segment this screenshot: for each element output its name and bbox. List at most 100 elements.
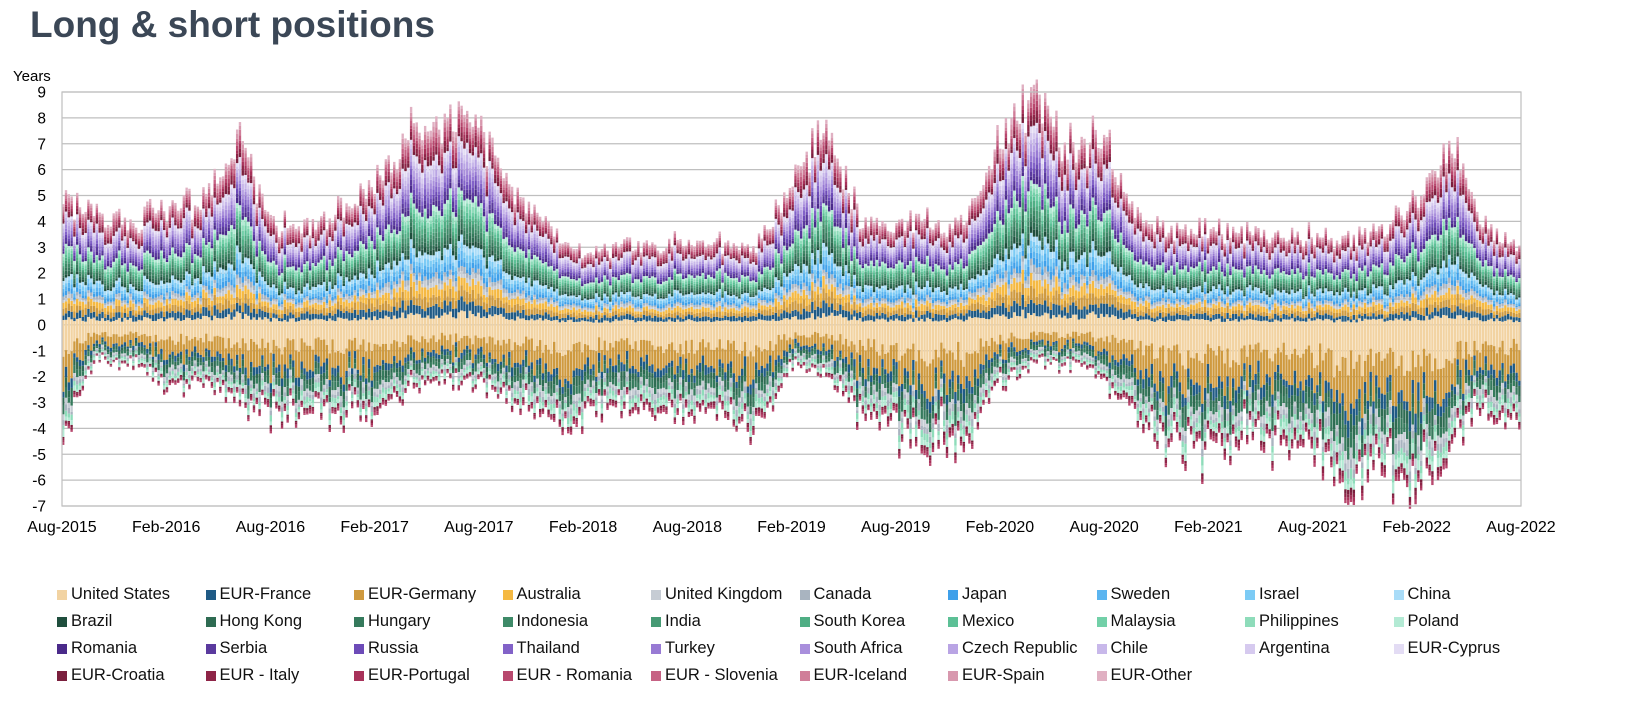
bar-segment <box>261 280 264 285</box>
bar-segment <box>73 264 76 268</box>
bar-segment <box>233 193 236 200</box>
bar-segment <box>317 236 320 238</box>
bar-segment <box>84 221 87 225</box>
bar-segment <box>306 235 309 239</box>
bar-segment <box>171 286 174 292</box>
bar-segment <box>221 304 225 311</box>
bar-segment <box>205 235 208 238</box>
bar-segment <box>320 366 323 375</box>
bar-segment <box>101 300 104 304</box>
bar-segment <box>87 213 90 217</box>
bar-segment <box>289 354 292 359</box>
bar-segment <box>95 283 99 288</box>
bar-segment <box>249 384 253 389</box>
bar-segment <box>179 320 183 325</box>
bar-segment <box>303 284 306 287</box>
bar-segment <box>196 324 200 341</box>
bar-segment <box>325 281 329 284</box>
bar-segment <box>261 298 264 302</box>
bar-segment <box>266 393 270 397</box>
bar-segment <box>238 187 242 191</box>
bar-segment <box>123 324 127 335</box>
bar-segment <box>118 219 121 223</box>
bar-segment <box>62 251 65 254</box>
bar-segment <box>115 245 118 248</box>
bar-segment <box>202 379 205 384</box>
bar-segment <box>308 246 312 249</box>
bar-segment <box>188 281 191 287</box>
bar-segment <box>238 259 242 265</box>
bar-segment <box>216 335 219 352</box>
bar-segment <box>219 278 222 285</box>
bar-segment <box>193 268 197 271</box>
bar-segment <box>95 247 99 252</box>
bar-segment <box>249 244 253 248</box>
bar-segment <box>311 234 315 237</box>
bar-segment <box>280 307 284 311</box>
bar-segment <box>109 288 113 291</box>
bar-segment <box>300 369 303 374</box>
bar-segment <box>219 199 222 203</box>
bar-segment <box>272 282 275 285</box>
bar-segment <box>311 278 315 281</box>
bar-segment <box>322 213 326 217</box>
bar-segment <box>221 237 225 240</box>
bar-segment <box>325 345 329 359</box>
bar-segment <box>78 240 82 243</box>
bar-segment <box>115 277 118 279</box>
bar-segment <box>123 356 127 360</box>
bar-segment <box>207 374 211 377</box>
bar-segment <box>120 290 124 294</box>
bar-segment <box>134 345 138 349</box>
bar-segment <box>87 222 90 225</box>
bar-segment <box>98 239 101 244</box>
bar-segment <box>317 229 320 232</box>
bar-segment <box>224 249 228 252</box>
bar-segment <box>207 376 211 378</box>
bar-segment <box>297 254 301 258</box>
bar-segment <box>163 340 166 361</box>
bar-segment <box>199 276 202 279</box>
bar-segment <box>185 261 188 264</box>
bar-segment <box>188 199 191 203</box>
bar-segment <box>258 207 261 210</box>
bar-segment <box>118 317 121 325</box>
bar-segment <box>207 230 211 235</box>
bar-segment <box>191 377 194 380</box>
bar-segment <box>154 359 157 363</box>
bar-segment <box>235 342 239 355</box>
bar-segment <box>148 236 152 239</box>
bar-segment <box>87 278 90 284</box>
bar-segment <box>140 266 143 270</box>
bar-segment <box>70 271 73 275</box>
bar-segment <box>109 226 113 229</box>
bar-segment <box>283 273 287 276</box>
bar-segment <box>101 258 104 261</box>
bar-segment <box>272 390 275 393</box>
bar-segment <box>160 264 163 268</box>
bar-segment <box>216 263 219 267</box>
bar-segment <box>87 203 90 206</box>
bar-segment <box>224 230 228 236</box>
bar-segment <box>294 302 298 305</box>
bar-segment <box>129 268 132 271</box>
bar-segment <box>165 324 169 340</box>
bar-segment <box>106 277 110 281</box>
bar-segment <box>76 233 79 237</box>
bar-segment <box>154 324 157 335</box>
bar-segment <box>171 379 174 382</box>
bar-segment <box>266 238 270 241</box>
bar-segment <box>331 278 334 282</box>
bar-segment <box>168 260 172 264</box>
bar-segment <box>269 407 273 411</box>
bar-segment <box>137 355 141 358</box>
bar-segment <box>160 362 163 366</box>
bar-segment <box>317 356 320 363</box>
bar-segment <box>286 232 289 236</box>
bar-segment <box>308 292 312 296</box>
bar-segment <box>191 351 194 357</box>
bar-segment <box>308 309 312 315</box>
bar-segment <box>216 379 219 381</box>
bar-segment <box>70 420 73 425</box>
bar-segment <box>205 307 208 316</box>
